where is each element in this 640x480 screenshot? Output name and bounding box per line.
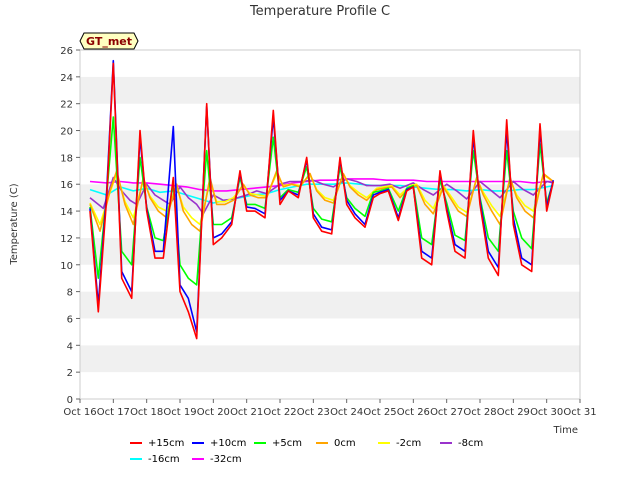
- x-axis-ticks: Oct 16 Oct 17 Oct 18 Oct 19 Oct 20 Oct 21 Oct …: [63, 399, 597, 418]
- x-tick-label: Oct 20: [197, 407, 230, 418]
- grid-band: [80, 103, 580, 131]
- grid-band: [80, 291, 580, 319]
- y-tick-label: 14: [60, 207, 73, 218]
- grid-band: [80, 50, 580, 77]
- x-tick-label: Oct 18: [130, 407, 163, 418]
- x-tick-label: Oct 19: [163, 407, 196, 418]
- series-line-+15cm: [89, 62, 555, 340]
- legend: +15cm +10cm +5cm 0cm -2cm -8cm -16cm -32cm: [130, 438, 483, 465]
- legend-label: +5cm: [272, 438, 302, 449]
- y-tick-label: 8: [67, 288, 73, 299]
- y-tick-label: 18: [60, 153, 73, 164]
- y-axis-label: Temperature (C): [9, 183, 20, 265]
- y-tick-label: 0: [67, 395, 73, 406]
- x-tick-label: Oct 27: [430, 407, 463, 418]
- gt-met-badge: GT_met: [79, 32, 139, 50]
- badge-label: GT_met: [86, 35, 132, 48]
- y-tick-label: 6: [67, 314, 73, 325]
- x-tick-label: Oct 25: [363, 407, 396, 418]
- grid-bands: [80, 50, 580, 399]
- legend-label: -32cm: [210, 454, 242, 465]
- y-tick-label: 22: [60, 100, 73, 111]
- series-line--32cm: [89, 178, 554, 192]
- series-lines: [89, 59, 555, 340]
- y-tick-label: 20: [60, 127, 73, 138]
- y-tick-label: 10: [60, 261, 73, 272]
- legend-label: +10cm: [210, 438, 246, 449]
- y-tick-label: 16: [60, 180, 73, 191]
- x-axis-label: Time: [553, 425, 578, 436]
- x-tick-label: Oct 26: [397, 407, 430, 418]
- x-tick-label: Oct 30: [530, 407, 563, 418]
- grid-band: [80, 184, 580, 212]
- y-tick-label: 26: [60, 46, 73, 57]
- x-tick-label: Oct 31: [563, 407, 596, 418]
- x-tick-label: Oct 24: [330, 407, 363, 418]
- y-tick-label: 2: [67, 368, 73, 379]
- legend-label: +15cm: [148, 438, 184, 449]
- grid-band: [80, 318, 580, 346]
- x-tick-label: Oct 16: [63, 407, 96, 418]
- chart-title: Temperature Profile C: [249, 4, 390, 19]
- legend-label: -8cm: [458, 438, 483, 449]
- x-tick-label: Oct 23: [297, 407, 330, 418]
- grid-band: [80, 345, 580, 373]
- x-tick-label: Oct 29: [497, 407, 530, 418]
- y-tick-label: 24: [60, 73, 73, 84]
- grid-band: [80, 264, 580, 292]
- y-tick-label: 12: [60, 234, 73, 245]
- legend-label: 0cm: [334, 438, 356, 449]
- y-tick-label: 4: [67, 341, 73, 352]
- grid-band: [80, 130, 580, 158]
- legend-label: -2cm: [396, 438, 421, 449]
- x-tick-label: Oct 28: [463, 407, 496, 418]
- grid-band: [80, 372, 580, 399]
- x-tick-label: Oct 22: [263, 407, 296, 418]
- grid-band: [80, 76, 580, 104]
- plot-frame: [79, 49, 581, 400]
- x-tick-label: Oct 17: [97, 407, 130, 418]
- x-tick-label: Oct 21: [230, 407, 263, 418]
- legend-label: -16cm: [148, 454, 180, 465]
